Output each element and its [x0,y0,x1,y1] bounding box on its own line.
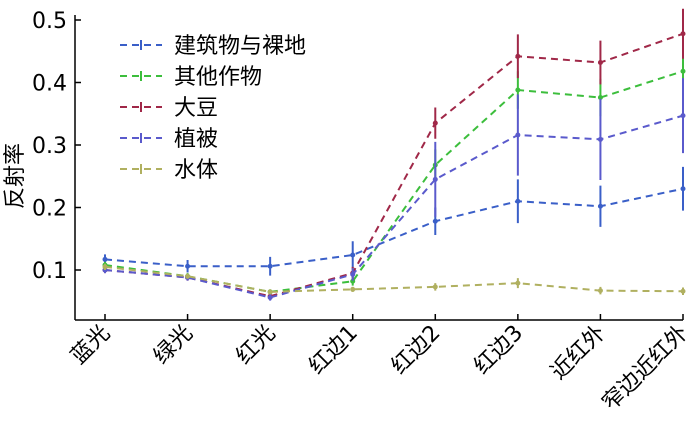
x-tick-label: 红边2 [387,321,446,380]
data-point [102,256,108,262]
data-point [515,53,521,59]
data-point [515,132,521,138]
data-point [515,198,521,204]
data-point [350,286,356,292]
data-point [515,87,521,93]
data-point [597,60,603,65]
x-tick-label: 近红外 [546,321,610,385]
y-tick-label: 0.4 [32,72,67,97]
y-tick-label: 0.1 [32,259,67,284]
series-line [104,187,684,268]
y-tick-label: 0.5 [32,9,67,34]
series-0 [102,166,686,276]
data-point [350,278,356,284]
series-line [104,265,684,293]
data-point [680,186,686,192]
legend-label: 水体 [174,158,218,183]
data-point [267,263,273,269]
data-point [597,136,603,142]
legend-label: 建筑物与裸地 [174,34,306,59]
x-tick-label: 红边1 [304,321,363,380]
data-point [267,295,273,300]
legend-label: 大豆 [174,96,218,121]
legend-label: 其他作物 [174,65,262,90]
data-point [185,263,191,269]
data-point [515,280,521,286]
y-tick-label: 0.2 [32,197,67,222]
data-point [432,120,438,126]
series-line [104,114,684,299]
x-tick-label: 蓝光 [66,321,115,370]
data-point [432,176,438,182]
data-point [680,288,686,294]
x-tick-label: 红边3 [469,321,528,380]
legend-label: 植被 [174,127,218,152]
data-point [680,31,686,37]
data-point [102,264,108,270]
y-axis-label: 反射率 [3,143,28,209]
data-point [432,218,438,224]
data-point [680,113,686,119]
x-tick-label: 红光 [232,321,281,370]
data-point [680,68,686,74]
series-4 [102,263,686,295]
data-point [185,273,191,279]
y-tick-label: 0.3 [32,134,67,159]
data-point [597,95,603,100]
data-point [350,271,356,277]
data-point [597,288,603,294]
data-point [350,252,356,258]
x-tick-label: 绿光 [149,321,198,370]
data-point [432,284,438,290]
series-layer [102,8,686,301]
data-point [267,289,273,295]
data-point [597,203,603,209]
x-tick-label: 窄边近红外 [598,321,693,416]
